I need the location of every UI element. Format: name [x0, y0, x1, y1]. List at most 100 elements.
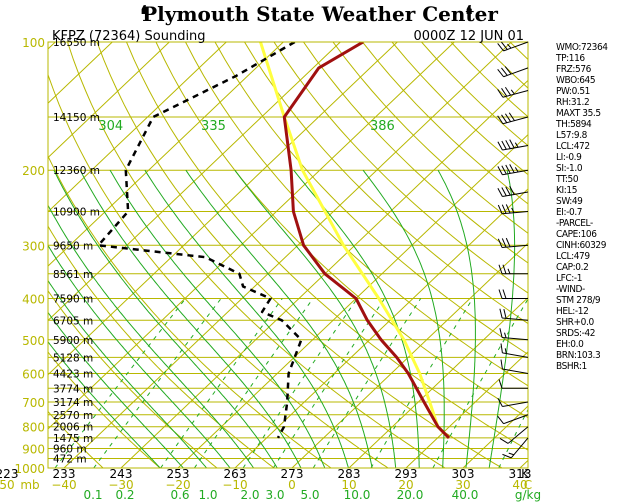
dewpoint-trace [97, 42, 303, 439]
dry-adiabat-line [155, 42, 528, 419]
height-label: 10900 m [53, 207, 100, 219]
dry-adiabat-line [303, 42, 528, 264]
wind-barb [497, 237, 529, 249]
isotherm-line [48, 42, 227, 213]
pressure-tick-label: 700 [22, 396, 45, 410]
pressure-tick-label: 400 [22, 292, 45, 306]
dry-adiabat-line [273, 42, 528, 294]
moist-adiabat-line [234, 169, 397, 468]
kelvin-tick-label: 273 [281, 467, 304, 481]
mixing-ratio-label: 40.0 [452, 488, 479, 502]
celsius-tick-label: 20 [398, 478, 413, 492]
index-line: BSHR:1 [556, 361, 587, 372]
dry-adiabat-line [185, 42, 528, 387]
index-line: WMO:72364 [556, 42, 608, 53]
index-line: HEL:-12 [556, 306, 589, 317]
theta-label: 304 [98, 119, 123, 134]
index-line: L57:9.8 [556, 130, 587, 141]
mixing-ratio-line [93, 298, 222, 468]
wind-barb [500, 359, 529, 374]
dry-adiabat-line [96, 42, 503, 468]
isotherm-line [48, 42, 398, 376]
wind-barb [497, 41, 529, 52]
wind-barb [497, 414, 529, 425]
moist-adiabat-line [53, 169, 278, 468]
moist-adiabat-line [48, 204, 255, 468]
celsius-tick-label: −10 [222, 478, 247, 492]
mixing-ratio-label: 10.0 [344, 488, 371, 502]
celsius-tick-label: 10 [341, 478, 356, 492]
moist-adiabat-line [185, 169, 373, 468]
kelvin-tick-label: 283 [338, 467, 361, 481]
isotherm-line [405, 351, 528, 468]
index-line: CINH:60329 [556, 240, 607, 251]
pressure-tick-label: 500 [22, 334, 45, 348]
pressure-tick-label: 200 [22, 164, 45, 178]
right-logo-icon: ❛ [465, 0, 473, 29]
wind-barb [497, 66, 529, 78]
dry-adiabat-line [67, 42, 446, 468]
isotherm-line [48, 42, 170, 159]
celsius-tick-label: 30 [455, 478, 470, 492]
height-label: 472 m [53, 454, 87, 466]
wind-barb [497, 139, 529, 151]
header-bar: ❛ Plymouth State Weather Center ❛ [0, 0, 640, 29]
mixing-ratio-label: 20.0 [397, 488, 424, 502]
kelvin-tick-label: 223 [0, 467, 18, 481]
pressure-tick-label: 1000 [14, 462, 45, 476]
height-label: 8561 m [53, 269, 93, 281]
index-line: LCL:472 [556, 141, 590, 152]
temperature-trace [282, 42, 451, 439]
isotherm-line [291, 242, 528, 468]
moist-adiabat-line [109, 169, 326, 468]
isotherm-line [177, 133, 528, 468]
index-line: EI:-0.7 [556, 207, 583, 218]
mixing-ratio-unit-label: g/kg [515, 488, 541, 502]
mixing-ratio-label: 1.0 [198, 488, 217, 502]
kelvin-tick-label: 263 [224, 467, 247, 481]
dry-adiabat-line [48, 351, 161, 468]
dry-adiabat-line [244, 42, 528, 325]
dry-adiabat-line [126, 42, 528, 451]
moist-adiabat-line [48, 279, 208, 468]
mixing-ratio-line [242, 298, 358, 468]
kelvin-tick-label: 243 [110, 467, 133, 481]
height-label: 2006 m [53, 422, 93, 434]
moist-adiabat-line [48, 244, 231, 468]
wind-barb [498, 289, 528, 299]
left-logo-icon: ❛ [140, 0, 148, 29]
dry-adiabat-line [48, 73, 389, 468]
mixing-ratio-line [432, 298, 528, 468]
index-line: LCL:479 [556, 251, 590, 262]
wind-barb [502, 437, 529, 459]
theta-label: 335 [201, 119, 226, 134]
index-line: EH:0.0 [556, 339, 584, 350]
index-line: SI:-1.0 [556, 163, 583, 174]
index-line: STM 278/9 [556, 295, 601, 306]
index-line: TT:50 [556, 174, 579, 185]
isotherm-line [63, 42, 512, 468]
height-label: 960 m [53, 444, 87, 456]
moist-adiabat-line [362, 169, 445, 468]
celsius-tick-label: 40 [512, 478, 527, 492]
mixing-ratio-line [160, 298, 283, 468]
index-line: SW:49 [556, 196, 583, 207]
celsius-tick-label: 0 [288, 478, 296, 492]
page-title: Plymouth State Weather Center [142, 2, 498, 26]
celsius-unit-label: C [524, 478, 532, 492]
height-label: 12360 m [53, 165, 100, 177]
height-label: 5900 m [53, 335, 93, 347]
mixing-ratio-label: 0.6 [170, 488, 189, 502]
height-label: 4423 m [53, 368, 93, 380]
height-label: 6705 m [53, 315, 93, 327]
index-line: PW:0.51 [556, 86, 590, 97]
height-label: 2570 m [53, 410, 93, 422]
mixing-ratio-line [272, 298, 386, 468]
index-line: BRN:103.3 [556, 350, 601, 361]
index-line: TH:5894 [556, 119, 592, 130]
wind-barb [499, 308, 529, 321]
wind-barb [497, 397, 529, 408]
height-label: 9650 m [53, 240, 93, 252]
chart-title: KFPZ (72364) Sounding [52, 29, 206, 44]
